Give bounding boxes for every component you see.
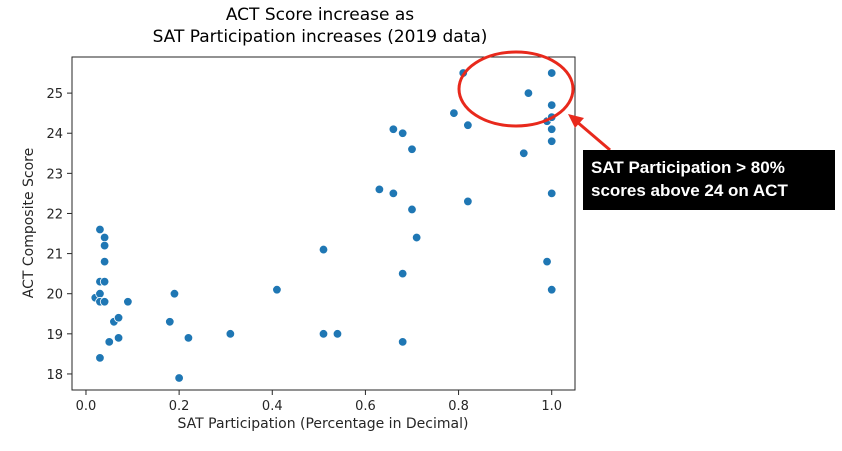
scatter-point <box>95 353 105 363</box>
y-tick-label: 25 <box>46 87 63 102</box>
scatter-point <box>523 88 534 98</box>
y-tick-label: 22 <box>46 207 63 222</box>
x-tick-label: 0.4 <box>262 399 283 414</box>
scatter-point <box>463 196 473 207</box>
x-axis: 0.0 0.2 0.4 0.6 0.8 1.0 <box>76 390 562 414</box>
scatter-point <box>169 289 180 299</box>
scatter-point <box>225 329 236 339</box>
scatter-point <box>397 268 408 279</box>
scatter-point <box>113 313 124 323</box>
plot-area-frame <box>71 56 576 391</box>
scatter-point <box>99 232 110 243</box>
y-tick-label: 23 <box>46 167 63 182</box>
annotation-box: SAT Participation > 80% scores above 24 … <box>583 150 835 210</box>
scatter-point <box>332 329 343 339</box>
scatter-point <box>407 144 417 154</box>
scatter-point <box>407 204 417 215</box>
scatter-point <box>411 232 422 243</box>
scatter-point <box>463 120 473 130</box>
data-points <box>90 68 557 383</box>
y-axis: 18 19 20 21 22 23 24 25 <box>46 87 72 383</box>
scatter-point <box>174 373 184 383</box>
scatter-point <box>542 256 552 267</box>
scatter-point <box>547 100 557 110</box>
scatter-point <box>272 284 282 295</box>
scatter-point <box>388 124 399 134</box>
scatter-point <box>547 124 557 134</box>
scatter-point <box>547 68 557 78</box>
scatter-point <box>123 297 133 307</box>
scatter-point <box>104 337 114 347</box>
x-tick-label: 0.8 <box>448 399 469 414</box>
y-tick-label: 24 <box>46 127 63 142</box>
annotation-line-1: SAT Participation > 80% <box>591 158 785 177</box>
scatter-point <box>318 329 329 339</box>
scatter-point <box>449 108 459 118</box>
scatter-point <box>183 333 194 343</box>
x-tick-label: 0.6 <box>355 399 376 414</box>
scatter-point <box>165 317 175 327</box>
scatter-point <box>99 297 110 307</box>
scatter-point <box>519 148 529 158</box>
scatter-point <box>397 337 408 347</box>
scatter-point <box>374 184 385 195</box>
scatter-point <box>547 284 557 295</box>
x-axis-label: SAT Participation (Percentage in Decimal… <box>178 416 469 432</box>
x-tick-label: 1.0 <box>541 399 562 414</box>
x-tick-label: 0.0 <box>76 399 97 414</box>
y-tick-label: 21 <box>46 248 63 263</box>
chart-title-line-1: ACT Score increase as <box>226 5 414 25</box>
y-axis-label: ACT Composite Score <box>21 148 37 299</box>
scatter-point <box>547 136 557 146</box>
scatter-point <box>99 256 110 267</box>
scatter-point <box>99 276 110 287</box>
annotation-line-2: scores above 24 on ACT <box>591 181 788 200</box>
x-tick-label: 0.2 <box>169 399 190 414</box>
annotation-arrow <box>568 114 611 152</box>
scatter-point <box>318 244 329 255</box>
scatter-point <box>99 240 110 251</box>
chart-title-line-2: SAT Participation increases (2019 data) <box>153 27 488 47</box>
y-tick-label: 19 <box>46 328 63 343</box>
scatter-point <box>388 188 399 199</box>
scatter-point <box>95 289 105 299</box>
scatter-point <box>397 128 408 138</box>
scatter-point <box>113 333 124 343</box>
y-tick-label: 18 <box>46 368 63 383</box>
scatter-point <box>95 224 105 235</box>
y-tick-label: 20 <box>46 288 63 303</box>
scatter-point <box>547 188 557 199</box>
highlight-ellipse <box>457 50 575 128</box>
